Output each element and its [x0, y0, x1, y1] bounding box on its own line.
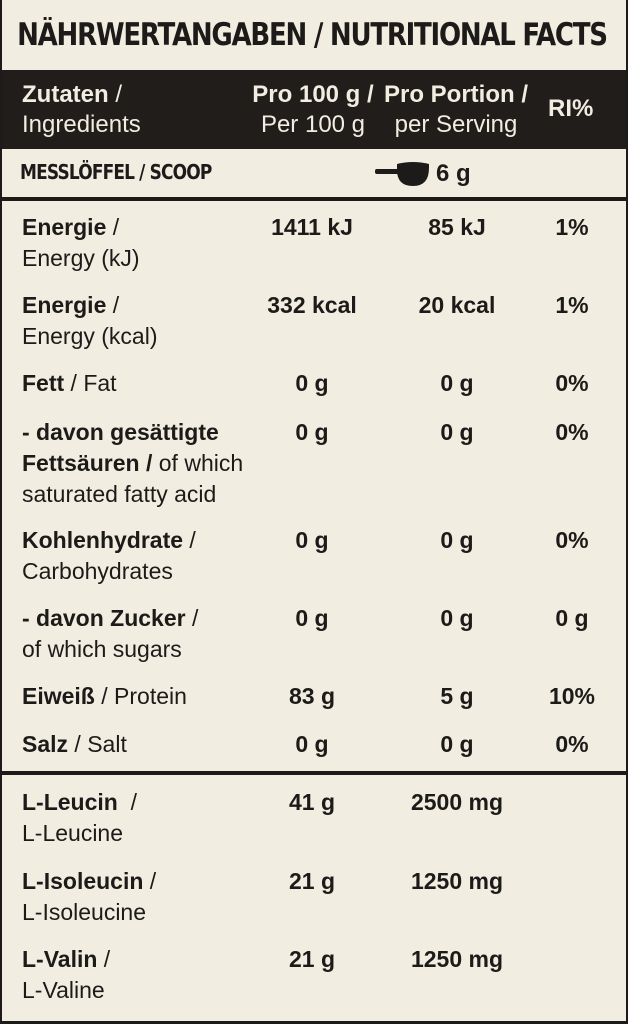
- row-value-100g: 0 g: [295, 419, 329, 445]
- scoop-value: 6 g: [436, 160, 471, 187]
- row-label-de: Energie: [22, 292, 107, 318]
- row-value-serving: 85 kJ: [428, 214, 486, 240]
- row-value-ri: 0 g: [555, 605, 589, 631]
- row-value-ri: 10%: [548, 683, 596, 709]
- row-value-ri: 0%: [555, 731, 589, 757]
- row-value-100g: 0 g: [295, 731, 329, 757]
- row-value-ri: 0%: [555, 527, 589, 553]
- row-value-ri: 0%: [555, 419, 589, 445]
- row-label-en-cont: saturated fatty acid: [22, 481, 217, 507]
- row-value-serving: 5 g: [440, 683, 474, 709]
- row-value-100g: 1411 kJ: [271, 214, 353, 240]
- table-header: Zutaten / Ingredients Pro 100 g / Per 10…: [2, 70, 626, 149]
- row-label-sep: /: [106, 214, 120, 240]
- row-value-serving: 0 g: [440, 605, 474, 631]
- row-label-en: Energy (kJ): [22, 245, 140, 271]
- amino-label-de: L-Leucin: [22, 789, 118, 815]
- amino-label-sep: /: [117, 789, 138, 815]
- row-label-sep: /: [68, 731, 88, 757]
- row-value-ri: 1%: [555, 292, 589, 318]
- row-label-de: Eiweiß: [22, 683, 95, 709]
- row-value-ri: 0%: [555, 370, 589, 396]
- row-label-de: Fett: [22, 370, 65, 396]
- amino-value-100g: 41 g: [288, 789, 336, 815]
- row-label-sep: /: [64, 370, 84, 396]
- header-per-serving: Pro Portion / per Serving: [382, 80, 530, 140]
- amino-label-de: L-Isoleucin: [22, 868, 144, 894]
- row-label-de: Energie: [22, 214, 107, 240]
- row-value-serving: 20 kcal: [418, 292, 496, 318]
- amino-label-sep: /: [143, 868, 157, 894]
- row-label-en: of which sugars: [22, 636, 182, 662]
- amino-label-en: L-Isoleucine: [22, 899, 147, 925]
- amino-value-serving: 2500 mg: [410, 789, 504, 815]
- row-label-de: Kohlenhydrate: [22, 527, 184, 553]
- row-value-serving: 0 g: [440, 419, 474, 445]
- amino-label-sep: /: [97, 946, 111, 972]
- row-value-100g: 332 kcal: [267, 292, 357, 318]
- row-label-sep: /: [94, 683, 115, 709]
- row-label-en: Protein: [114, 683, 187, 709]
- row-label-de: - davon Zucker: [22, 605, 186, 631]
- row-label-en: Carbohydrates: [22, 558, 173, 584]
- amino-value-100g: 21 g: [288, 946, 336, 972]
- row-value-serving: 0 g: [440, 527, 474, 553]
- section-divider: [2, 771, 626, 775]
- row-label-en: Fat: [83, 370, 117, 396]
- row-value-ri: 1%: [555, 214, 589, 240]
- row-label-sep: /: [185, 605, 199, 631]
- row-label-sep: /: [106, 292, 120, 318]
- header-ri: RI%: [548, 95, 594, 122]
- scoop-label: MESSLÖFFEL / SCOOP: [20, 160, 212, 184]
- row-value-serving: 0 g: [440, 370, 474, 396]
- header-per-serving-de: Pro Portion /: [384, 81, 528, 108]
- row-value-serving: 0 g: [440, 731, 474, 757]
- header-per-100g: Pro 100 g / Per 100 g: [252, 80, 374, 140]
- amino-value-100g: 21 g: [288, 868, 336, 894]
- header-per-100g-en: Per 100 g: [260, 111, 366, 138]
- row-label-en: of which: [152, 450, 244, 476]
- header-ingredients-sep: /: [108, 81, 123, 108]
- row-label-en: Salt: [87, 731, 127, 757]
- amino-value-serving: 1250 mg: [410, 868, 504, 894]
- header-ingredients: Zutaten / Ingredients: [22, 80, 141, 140]
- row-label-en: Energy (kcal): [22, 323, 158, 349]
- scoop-icon: [375, 162, 429, 186]
- row-label-de: - davon gesättigte: [22, 419, 219, 445]
- row-value-100g: 83 g: [288, 683, 336, 709]
- row-value-100g: 0 g: [295, 527, 329, 553]
- header-per-serving-en: per Serving: [394, 111, 518, 138]
- row-label-de-cont: Fettsäuren /: [22, 450, 153, 476]
- row-value-100g: 0 g: [295, 370, 329, 396]
- header-per-100g-de: Pro 100 g /: [252, 81, 374, 108]
- amino-label-en: L-Valine: [22, 977, 105, 1003]
- amino-label-de: L-Valin: [22, 946, 98, 972]
- scoop-row: MESSLÖFFEL / SCOOP 6 g: [2, 149, 626, 201]
- amino-value-serving: 1250 mg: [410, 946, 504, 972]
- row-label-sep: /: [183, 527, 196, 553]
- amino-label-en: L-Leucine: [22, 820, 124, 846]
- header-ingredients-en: Ingredients: [22, 111, 141, 138]
- header-ingredients-de: Zutaten: [22, 81, 109, 108]
- row-label-de: Salz: [22, 731, 69, 757]
- panel-title: NÄHRWERTANGABEN / NUTRITIONAL FACTS: [17, 17, 608, 53]
- row-value-100g: 0 g: [295, 605, 329, 631]
